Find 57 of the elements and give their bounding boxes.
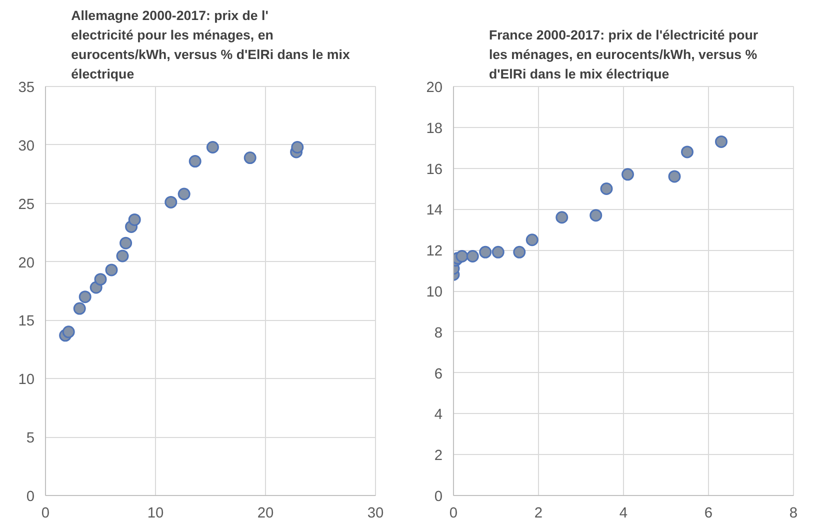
y-tick-label: 35 (18, 80, 35, 96)
chart-title: France 2000-2017: prix de l'électricité pour les ménages, en eurocents/kWh, versus % d'ElRi dans le mix électrique (488, 28, 758, 82)
y-tick-label: 5 (26, 430, 35, 447)
point (73, 302, 86, 315)
chart-title: Allemagne 2000-2017: prix de l' electricité pour les ménages, en eurocents/kWh, versus % d'ElRi dans le mix électrique (71, 8, 350, 82)
y-tick-label: 6 (434, 366, 443, 382)
point (164, 196, 178, 208)
point (556, 211, 568, 224)
point (188, 155, 202, 168)
y-tick-label: 14 (426, 202, 443, 219)
point (105, 264, 118, 276)
y-tick-label: 18 (426, 120, 443, 137)
y-tick-label: 10 (426, 284, 443, 300)
point (513, 246, 526, 258)
point (590, 209, 602, 222)
point (94, 273, 107, 286)
x-tick-label: 8 (789, 506, 798, 522)
point (526, 234, 538, 246)
x-tick-label: 30 (367, 506, 384, 522)
x-tick-label: 2 (534, 506, 543, 522)
y-tick-label: 20 (18, 255, 35, 272)
y-tick-label: 15 (18, 314, 35, 330)
x-tick-label: 0 (449, 506, 458, 522)
point (206, 141, 219, 154)
y-tick-label: 0 (434, 489, 443, 505)
point (62, 326, 75, 338)
point (600, 182, 613, 195)
point (78, 290, 92, 304)
y-tick-label: 10 (18, 372, 35, 388)
y-tick-label: 0 (26, 489, 35, 505)
point (492, 246, 504, 258)
x-tick-label: 20 (257, 506, 274, 522)
point (479, 246, 492, 258)
y-tick-label: 30 (18, 138, 35, 154)
y-tick-label: 20 (426, 80, 443, 96)
y-tick-label: 2 (434, 448, 443, 464)
point (178, 188, 190, 200)
point (128, 213, 141, 226)
point (291, 141, 304, 154)
point (456, 250, 468, 262)
point (244, 152, 256, 164)
y-tick-label: 16 (426, 162, 443, 178)
point (120, 236, 132, 250)
x-tick-label: 0 (41, 506, 50, 522)
y-tick-label: 12 (426, 244, 443, 260)
y-tick-label: 25 (18, 196, 35, 213)
point (116, 250, 129, 262)
point (668, 170, 681, 183)
x-tick-label: 10 (147, 506, 164, 522)
point (681, 146, 694, 158)
y-tick-label: 4 (434, 407, 443, 424)
point (715, 135, 728, 148)
x-tick-label: 4 (619, 506, 628, 522)
point (622, 168, 634, 181)
point (466, 250, 479, 262)
y-tick-label: 8 (434, 325, 443, 342)
x-tick-label: 6 (704, 506, 713, 522)
